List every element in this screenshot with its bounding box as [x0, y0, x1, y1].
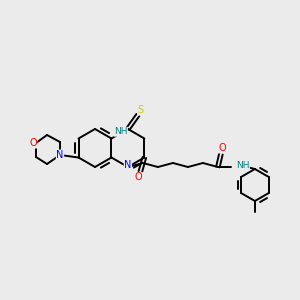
Text: O: O: [29, 138, 37, 148]
Text: O: O: [218, 143, 226, 153]
Text: S: S: [138, 105, 144, 115]
Text: O: O: [135, 172, 142, 182]
Text: N: N: [124, 160, 132, 170]
Text: NH: NH: [236, 161, 249, 170]
Text: N: N: [56, 150, 64, 160]
Text: NH: NH: [114, 127, 128, 136]
